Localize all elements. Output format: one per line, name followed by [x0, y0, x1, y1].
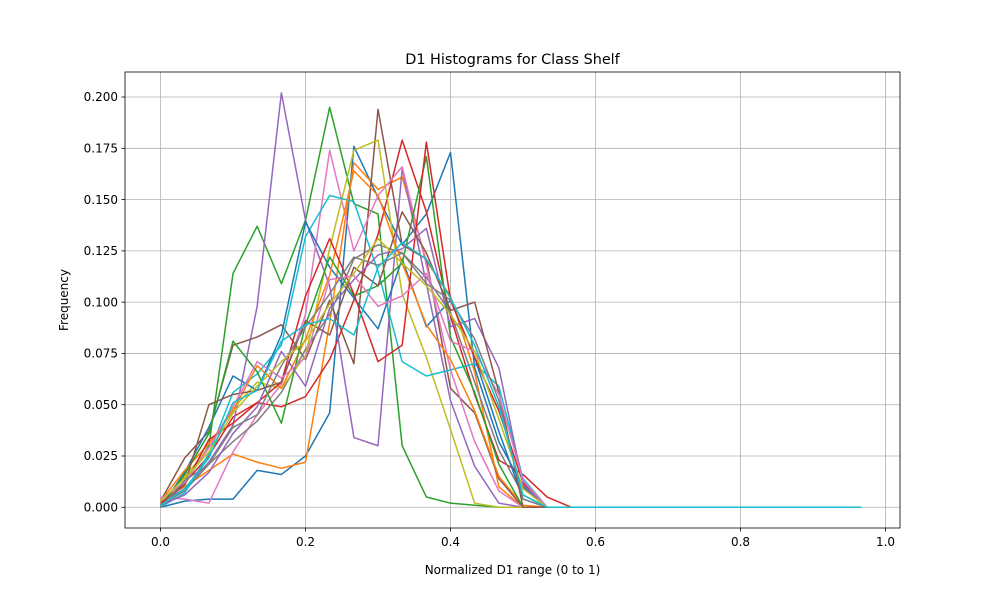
- x-axis-ticks: 0.0 0.2 0.4 0.6 0.8 1.0: [151, 528, 895, 549]
- x-tick-label: 1.0: [876, 535, 895, 549]
- x-tick-label: 0.8: [731, 535, 750, 549]
- axes-frame: [124, 71, 901, 529]
- chart-title: D1 Histograms for Class Shelf: [405, 52, 620, 68]
- y-tick-label: 0.000: [84, 500, 118, 514]
- x-tick-label: 0.4: [441, 535, 460, 549]
- y-tick-label: 0.100: [84, 295, 118, 309]
- series-lines: [159, 92, 862, 509]
- x-tick-label: 0.0: [151, 535, 170, 549]
- y-tick-label: 0.025: [84, 449, 118, 463]
- y-tick-label: 0.125: [84, 244, 118, 258]
- y-axis-ticks: 0.000 0.025 0.050 0.075 0.100 0.125 0.150 0.175…: [84, 90, 125, 514]
- y-tick-label: 0.150: [84, 193, 118, 207]
- y-tick-label: 0.050: [84, 398, 118, 412]
- series-line-20: [160, 241, 862, 509]
- x-tick-label: 0.6: [586, 535, 605, 549]
- y-axis-label: Frequency: [57, 269, 71, 331]
- y-tick-label: 0.075: [84, 347, 118, 361]
- y-tick-label: 0.175: [84, 142, 118, 156]
- x-axis-label: Normalized D1 range (0 to 1): [425, 563, 601, 577]
- x-tick-label: 0.2: [296, 535, 315, 549]
- y-tick-label: 0.200: [84, 90, 118, 104]
